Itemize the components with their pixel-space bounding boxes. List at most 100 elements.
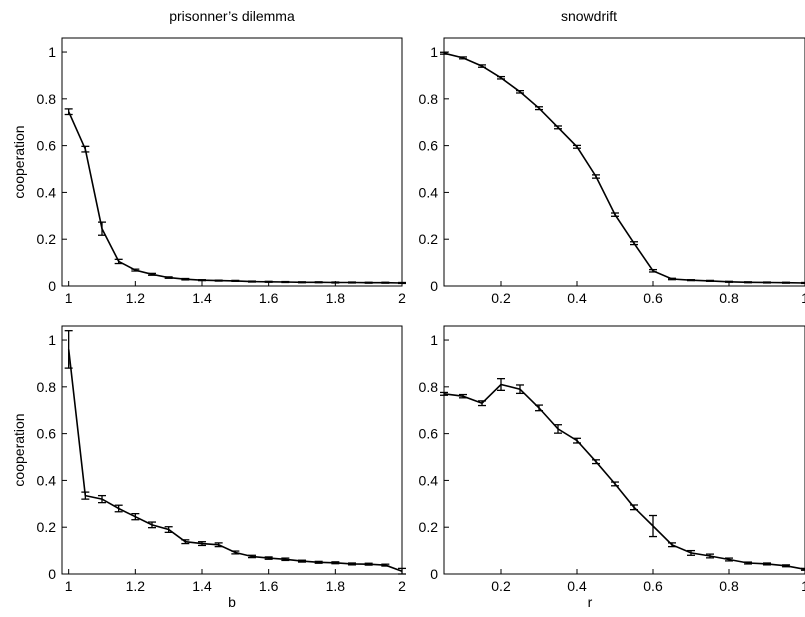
error-bar (331, 561, 340, 565)
x-tick-label: 1.8 (326, 290, 346, 306)
error-bar (131, 512, 140, 521)
y-tick-label: 1 (48, 332, 56, 348)
error-bar (81, 491, 90, 500)
error-bar (298, 281, 306, 284)
y-tick-label: 0.4 (37, 184, 57, 200)
error-bar (478, 400, 486, 407)
chart-title: prisonner’s dilemma (169, 8, 295, 24)
x-tick-label: 1.4 (192, 578, 212, 594)
y-tick-label: 1 (48, 44, 56, 60)
x-tick-label: 0.4 (567, 578, 587, 594)
error-bar (148, 521, 156, 529)
chart-panel-2: 0 0.2 0.4 0.6 0.8 1 0.2 0.4 0.6 0.8 1 snowdrift (419, 8, 805, 306)
error-bar (763, 281, 771, 284)
y-tick-label: 0.8 (37, 91, 57, 107)
error-bar (114, 258, 123, 265)
y-tick-label: 0.8 (419, 379, 439, 395)
error-bar (281, 557, 290, 562)
error-bar (148, 272, 156, 276)
error-bar (592, 174, 600, 179)
error-bar (611, 212, 619, 217)
error-bar (554, 424, 562, 434)
y-tick-label: 0 (48, 278, 56, 294)
error-bar (687, 549, 695, 556)
error-bar (81, 145, 90, 153)
error-bar (630, 241, 638, 246)
error-bar (264, 280, 273, 283)
error-bar (198, 279, 206, 282)
error-bar (687, 279, 695, 282)
error-bar (398, 281, 406, 285)
error-bar (535, 106, 543, 111)
chart-panel-1: 0 0.2 0.4 0.6 0.8 1 1 1.2 1.4 1.6 1.8 2 prisonner’s … (11, 8, 406, 306)
y-tick-label: 0.2 (37, 231, 57, 247)
error-bar (364, 281, 373, 284)
error-bar (744, 561, 752, 565)
x-tick-label: 1.6 (259, 578, 279, 594)
error-bar (573, 437, 581, 444)
y-tick-label: 0 (430, 566, 438, 582)
x-tick-label: 1.4 (192, 290, 212, 306)
x-tick-label: 0.6 (643, 578, 663, 594)
error-bar (131, 268, 140, 272)
y-tick-label: 0.8 (37, 379, 57, 395)
error-bar (440, 51, 448, 55)
error-bar (231, 279, 240, 282)
x-tick-label: 0.2 (491, 290, 511, 306)
error-bar (348, 562, 356, 566)
axes-box (61, 37, 403, 287)
x-tick-label: 1 (65, 578, 73, 594)
y-tick-label: 0.2 (419, 519, 439, 535)
y-tick-label: 0.6 (419, 138, 439, 154)
error-bar (214, 279, 223, 282)
y-tick-label: 0.4 (419, 184, 439, 200)
error-bar (668, 542, 676, 548)
x-axis-label: r (588, 594, 593, 610)
error-bar (314, 560, 323, 564)
y-tick-label: 1 (430, 332, 438, 348)
error-bar (801, 567, 805, 571)
x-tick-label: 1.8 (326, 578, 346, 594)
error-bar (248, 554, 256, 559)
error-bar (98, 221, 106, 236)
error-bar (706, 553, 714, 559)
error-bar (331, 281, 340, 284)
series-line (67, 111, 403, 284)
chart-panel-3: 0 0.2 0.4 0.6 0.8 1 1 1.2 1.4 1.6 1.8 2 cooperation b (11, 325, 406, 610)
error-bar (554, 125, 562, 130)
y-tick-label: 0 (48, 566, 56, 582)
x-tick-label: 1.6 (259, 290, 279, 306)
error-bar (782, 281, 790, 284)
x-tick-label: 2 (398, 578, 406, 594)
axes-box (61, 325, 403, 575)
y-tick-label: 0.6 (37, 138, 57, 154)
y-tick-label: 0.2 (419, 231, 439, 247)
x-tick-label: 1 (801, 578, 805, 594)
y-tick-label: 1 (430, 44, 438, 60)
error-bar (459, 393, 467, 399)
error-bar (611, 481, 619, 487)
error-bar (348, 281, 356, 284)
error-bar (298, 559, 306, 563)
error-bar (763, 562, 771, 566)
series-line (67, 349, 403, 572)
error-bar (214, 542, 223, 548)
error-bar (398, 567, 406, 575)
error-bar (459, 56, 467, 60)
error-bar (248, 280, 256, 283)
error-bar (64, 330, 73, 369)
error-bar (668, 277, 676, 281)
error-bar (181, 539, 190, 545)
error-bar (725, 557, 733, 562)
error-bar (164, 526, 173, 534)
x-tick-label: 1.2 (126, 578, 146, 594)
error-bar (264, 556, 273, 560)
y-axis-label: cooperation (11, 125, 27, 198)
x-tick-label: 1 (801, 290, 805, 306)
series-line (443, 52, 805, 284)
error-bar (198, 541, 206, 547)
error-bar (592, 459, 600, 465)
error-bar (516, 89, 524, 94)
chart-title: snowdrift (561, 8, 617, 24)
y-tick-label: 0.6 (419, 426, 439, 442)
